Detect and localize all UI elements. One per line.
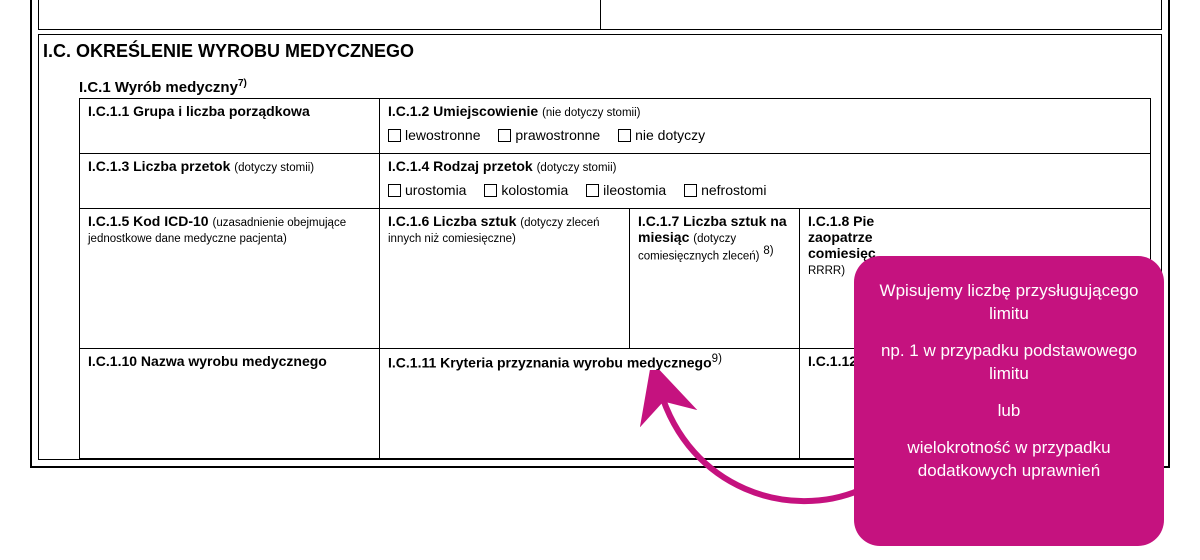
label-IC12: I.C.1.2 Umiejscowienie — [388, 103, 538, 119]
label-IC14: I.C.1.4 Rodzaj przetok — [388, 158, 533, 174]
opt-kolostomia[interactable]: kolostomia — [484, 182, 568, 198]
opt-urostomia[interactable]: urostomia — [388, 182, 466, 198]
label-IC110: I.C.1.10 Nazwa wyrobu medycznego — [88, 353, 327, 369]
sup-IC111: 9) — [712, 353, 722, 365]
opt-lewostronne[interactable]: lewostronne — [388, 127, 481, 143]
label-IC15: I.C.1.5 Kod ICD-10 — [88, 213, 209, 229]
label-IC18-l2: zaopatrze — [808, 229, 873, 245]
cell-IC15: I.C.1.5 Kod ICD-10 (uzasadnienie obejmuj… — [80, 209, 380, 349]
label-IC13: I.C.1.3 Liczba przetok — [88, 158, 230, 174]
label-IC111: I.C.1.11 Kryteria przyznania wyrobu medy… — [388, 355, 712, 371]
sub-title-sup: 7) — [238, 78, 247, 89]
opt-nefrostomi[interactable]: nefrostomi — [684, 182, 766, 198]
sup-IC17: 8) — [763, 245, 773, 257]
callout-line3: lub — [876, 400, 1142, 423]
hint-IC12: (nie dotyczy stomii) — [542, 107, 640, 119]
opt-niedotyczy[interactable]: nie dotyczy — [618, 127, 705, 143]
cell-IC12: I.C.1.2 Umiejscowienie (nie dotyczy stom… — [380, 99, 1151, 154]
callout-line2: np. 1 w przypadku podstawowego limitu — [876, 340, 1142, 386]
checkbox-icon[interactable] — [388, 184, 401, 197]
cell-IC13: I.C.1.3 Liczba przetok (dotyczy stomii) — [80, 154, 380, 209]
prev-row — [38, 0, 1162, 30]
label-IC18-l1: I.C.1.8 Pie — [808, 213, 874, 229]
checkbox-icon[interactable] — [498, 129, 511, 142]
cell-IC16: I.C.1.6 Liczba sztuk (dotyczy zleceń inn… — [380, 209, 630, 349]
callout-tooltip: Wpisujemy liczbę przysługującego limitu … — [854, 256, 1164, 546]
label-IC18-l3: comiesięc — [808, 245, 876, 261]
checkbox-icon[interactable] — [684, 184, 697, 197]
cell-IC17: I.C.1.7 Liczba sztuk na miesiąc (dotyczy… — [630, 209, 800, 349]
cell-IC110: I.C.1.10 Nazwa wyrobu medycznego — [80, 349, 380, 459]
cell-IC11: I.C.1.1 Grupa i liczba porządkowa — [80, 99, 380, 154]
cell-IC111: I.C.1.11 Kryteria przyznania wyrobu medy… — [380, 349, 800, 459]
section-title: I.C. OKREŚLENIE WYROBU MEDYCZNEGO — [39, 35, 1161, 68]
checkbox-icon[interactable] — [388, 129, 401, 142]
checkbox-icon[interactable] — [586, 184, 599, 197]
opt-prawostronne[interactable]: prawostronne — [498, 127, 600, 143]
opt-ileostomia[interactable]: ileostomia — [586, 182, 666, 198]
checkbox-icon[interactable] — [484, 184, 497, 197]
cell-IC14: I.C.1.4 Rodzaj przetok (dotyczy stomii) … — [380, 154, 1151, 209]
checkbox-icon[interactable] — [618, 129, 631, 142]
label-IC11: I.C.1.1 Grupa i liczba porządkowa — [88, 103, 310, 119]
label-IC18-l4: RRRR) — [808, 265, 845, 277]
hint-IC14: (dotyczy stomii) — [537, 162, 617, 174]
label-IC16: I.C.1.6 Liczba sztuk — [388, 213, 516, 229]
callout-line4: wielokrotność w przypadku dodatkowych up… — [876, 437, 1142, 483]
hint-IC13: (dotyczy stomii) — [234, 162, 314, 174]
subsection-title: I.C.1 Wyrób medyczny7) — [79, 74, 1151, 98]
callout-line1: Wpisujemy liczbę przysługującego limitu — [876, 280, 1142, 326]
sub-title-text: I.C.1 Wyrób medyczny — [79, 79, 238, 96]
